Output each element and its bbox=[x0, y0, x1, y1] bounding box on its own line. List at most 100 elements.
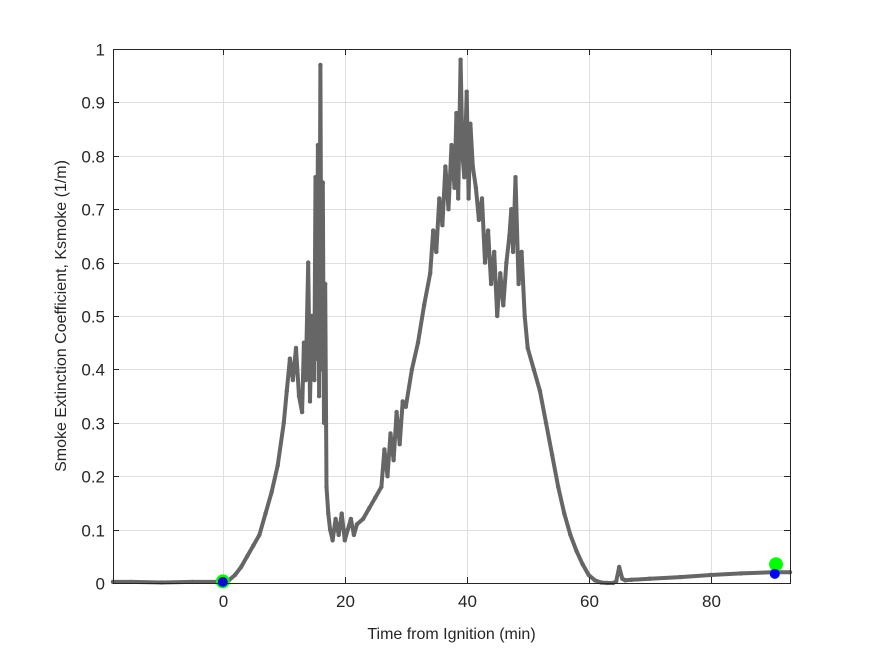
data-point bbox=[509, 207, 514, 212]
data-point bbox=[647, 576, 652, 581]
data-point bbox=[315, 142, 321, 148]
data-point bbox=[476, 217, 482, 223]
data-point bbox=[326, 511, 331, 516]
data-point bbox=[299, 409, 305, 415]
data-point bbox=[354, 522, 360, 527]
data-point bbox=[293, 345, 299, 351]
y-tick-label: 0.3 bbox=[81, 415, 105, 434]
data-point bbox=[348, 516, 354, 522]
highlight-markers bbox=[215, 557, 783, 589]
data-point bbox=[586, 572, 591, 578]
data-point bbox=[400, 399, 405, 404]
data-point bbox=[466, 196, 471, 201]
data-point bbox=[313, 175, 318, 180]
x-tick-label: 0 bbox=[219, 592, 228, 611]
data-point bbox=[269, 490, 274, 495]
data-point bbox=[531, 367, 536, 372]
data-point bbox=[296, 393, 302, 399]
data-point bbox=[470, 164, 475, 169]
data-point bbox=[251, 543, 256, 548]
data-point bbox=[409, 367, 415, 372]
data-point bbox=[345, 527, 350, 532]
data-point bbox=[739, 571, 744, 576]
data-point bbox=[360, 516, 366, 522]
data-point bbox=[473, 185, 479, 190]
data-point bbox=[318, 62, 323, 68]
axis-ticks bbox=[113, 49, 790, 584]
data-series bbox=[110, 57, 793, 586]
data-point bbox=[437, 196, 442, 201]
start-blue-marker bbox=[217, 576, 228, 587]
data-point bbox=[339, 511, 344, 516]
data-point bbox=[443, 164, 448, 169]
y-tick-label: 0.2 bbox=[81, 468, 105, 487]
data-point bbox=[391, 458, 396, 463]
data-point bbox=[446, 207, 451, 212]
y-tick-label: 0.6 bbox=[81, 255, 105, 274]
data-point bbox=[367, 506, 372, 511]
data-point bbox=[323, 281, 328, 287]
data-point bbox=[485, 228, 491, 233]
data-point bbox=[275, 463, 280, 468]
data-point bbox=[307, 399, 313, 404]
x-tick-label: 60 bbox=[580, 592, 599, 611]
data-point bbox=[456, 196, 461, 201]
x-tick-label: 80 bbox=[702, 592, 721, 611]
data-point bbox=[394, 409, 399, 415]
data-point bbox=[510, 249, 516, 255]
data-point bbox=[708, 572, 713, 578]
data-point bbox=[351, 532, 357, 538]
data-point bbox=[303, 377, 308, 383]
data-point bbox=[492, 249, 497, 255]
data-point bbox=[462, 175, 467, 180]
data-point bbox=[428, 271, 433, 276]
end-blue-marker bbox=[769, 568, 780, 579]
data-point bbox=[314, 356, 319, 361]
data-point bbox=[482, 260, 488, 265]
data-point bbox=[312, 377, 317, 383]
data-point bbox=[449, 142, 454, 148]
data-point bbox=[287, 356, 293, 361]
data-point bbox=[507, 233, 512, 239]
data-point bbox=[232, 572, 238, 578]
data-point bbox=[454, 110, 459, 116]
data-point bbox=[458, 57, 463, 62]
data-point bbox=[495, 313, 500, 319]
data-point bbox=[464, 89, 469, 94]
data-point bbox=[488, 281, 494, 287]
data-point bbox=[568, 532, 573, 538]
x-tick-label: 40 bbox=[458, 592, 477, 611]
y-tick-label: 0.9 bbox=[81, 94, 105, 113]
data-point bbox=[678, 574, 683, 580]
grid-lines bbox=[113, 49, 790, 583]
data-point bbox=[574, 548, 579, 554]
data-point bbox=[245, 554, 250, 559]
data-point bbox=[397, 442, 402, 447]
data-point bbox=[617, 564, 622, 570]
data-point bbox=[316, 393, 322, 399]
x-tick-label: 20 bbox=[336, 592, 355, 611]
data-point bbox=[452, 185, 457, 190]
data-point bbox=[513, 175, 518, 180]
data-point bbox=[290, 377, 296, 383]
data-point bbox=[263, 511, 268, 516]
data-point bbox=[159, 580, 164, 585]
data-point bbox=[421, 303, 427, 308]
data-point bbox=[614, 579, 619, 584]
data-point bbox=[324, 484, 329, 490]
data-point bbox=[556, 484, 561, 490]
data-point bbox=[382, 447, 387, 452]
data-point bbox=[321, 420, 327, 425]
data-point bbox=[319, 367, 324, 372]
data-point bbox=[562, 511, 567, 516]
y-tick-label: 0.4 bbox=[81, 361, 105, 380]
series-line bbox=[111, 57, 792, 585]
data-point bbox=[281, 420, 286, 425]
data-point bbox=[238, 564, 244, 570]
data-point bbox=[342, 538, 347, 543]
data-point bbox=[379, 484, 384, 490]
data-point bbox=[320, 180, 325, 185]
data-point bbox=[434, 249, 439, 255]
data-point bbox=[623, 578, 628, 583]
